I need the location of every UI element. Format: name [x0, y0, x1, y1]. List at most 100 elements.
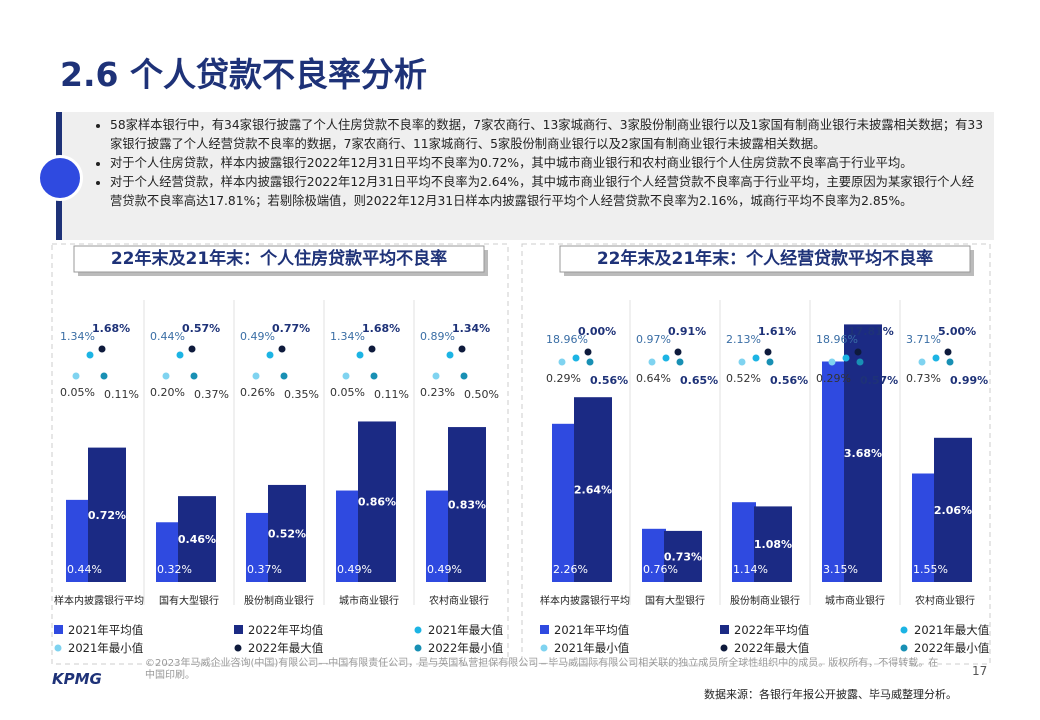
- bullet: 对于个人经营贷款，样本内披露银行2022年12月31日平均不良率为2.64%，其…: [110, 173, 986, 211]
- value-label: 0.72%: [88, 509, 126, 522]
- value-label: 0.35%: [284, 388, 319, 401]
- bar: [426, 490, 450, 582]
- dot: [252, 372, 260, 380]
- legend-swatch: [234, 644, 242, 652]
- chart-title-box: [73, 245, 485, 273]
- value-label: 0.52%: [268, 527, 306, 540]
- dot: [946, 358, 954, 366]
- value-label: 0.91%: [668, 325, 706, 338]
- value-label: 0.49%: [240, 330, 275, 343]
- value-label: 0.32%: [157, 563, 192, 576]
- bar: [732, 502, 756, 582]
- category-label: 城市商业银行: [825, 594, 885, 607]
- value-label: 0.99%: [950, 374, 988, 387]
- bar: [246, 512, 270, 582]
- value-label: 1.08%: [754, 538, 792, 551]
- value-label: 1.34%: [452, 322, 490, 335]
- bullet: 对于个人住房贷款，样本内披露银行2022年12月31日平均不良率为0.72%，其…: [110, 154, 986, 173]
- chart-title: 22年末及21年末：个人住房贷款平均不良率: [111, 248, 447, 269]
- dot: [446, 351, 454, 359]
- value-label: 0.11%: [374, 388, 409, 401]
- dot: [458, 345, 466, 353]
- legend-label: 2022年最大值: [248, 641, 324, 655]
- dot: [932, 354, 940, 362]
- legend-label: 2021年平均值: [554, 623, 630, 637]
- dot: [356, 351, 364, 359]
- value-label: 0.56%: [770, 374, 808, 387]
- bar: [156, 522, 180, 582]
- value-label: 1.34%: [60, 330, 95, 343]
- value-label: 3.15%: [823, 563, 858, 576]
- page-number: 17: [972, 664, 988, 678]
- chart-frame: [521, 243, 991, 665]
- dot: [162, 372, 170, 380]
- value-label: 0.64%: [636, 372, 671, 385]
- value-label: 18.96%: [816, 333, 858, 346]
- legend-swatch: [540, 644, 548, 652]
- bar: [358, 421, 396, 582]
- legend-swatch: [54, 625, 63, 634]
- value-label: 0.44%: [150, 330, 185, 343]
- category-label: 城市商业银行: [339, 594, 399, 607]
- value-label: 0.37%: [247, 563, 282, 576]
- dot: [842, 354, 850, 362]
- legend-label: 2021年最大值: [914, 623, 990, 637]
- legend-label: 2021年最小值: [68, 641, 144, 655]
- value-label: 0.52%: [726, 372, 761, 385]
- dot: [188, 345, 196, 353]
- value-label: 3.68%: [844, 447, 882, 460]
- bar: [754, 506, 792, 582]
- dot: [432, 372, 440, 380]
- value-label: 0.77%: [272, 322, 310, 335]
- value-label: 2.64%: [574, 484, 612, 497]
- chart-frame: [51, 243, 509, 665]
- category-label: 农村商业银行: [429, 594, 489, 607]
- bar: [642, 528, 666, 582]
- chart-title-box: [559, 245, 971, 273]
- bar: [934, 437, 972, 582]
- value-label: 0.20%: [150, 386, 185, 399]
- value-label: 17.81%: [848, 325, 894, 338]
- legend-label: 2022年平均值: [248, 623, 324, 637]
- value-label: 0.49%: [337, 563, 372, 576]
- value-label: 0.37%: [194, 388, 229, 401]
- value-label: 0.50%: [464, 388, 499, 401]
- value-label: 0.65%: [680, 374, 718, 387]
- dot: [176, 351, 184, 359]
- value-label: 0.57%: [860, 374, 898, 387]
- dot: [72, 372, 80, 380]
- legend-label: 2021年平均值: [68, 623, 144, 637]
- legend-label: 2022年最大值: [734, 641, 810, 655]
- slide-title: 2.6 个人贷款不良率分析: [60, 55, 427, 94]
- legend-swatch: [234, 625, 243, 634]
- legend-swatch: [900, 626, 908, 634]
- value-label: 0.83%: [448, 499, 486, 512]
- legend-swatch: [720, 644, 728, 652]
- summary-box: 58家样本银行中，有34家银行披露了个人住房贷款不良率的数据，7家农商行、13家…: [56, 112, 994, 240]
- dot: [648, 358, 656, 366]
- value-label: 0.05%: [330, 386, 365, 399]
- value-label: 0.46%: [178, 533, 216, 546]
- bar: [88, 447, 126, 582]
- dot: [662, 354, 670, 362]
- value-label: 0.29%: [816, 372, 851, 385]
- value-label: 5.00%: [938, 325, 976, 338]
- dot: [584, 348, 592, 356]
- dot: [856, 358, 864, 366]
- legend-swatch: [54, 644, 62, 652]
- legend-label: 2022年最小值: [428, 641, 504, 655]
- chart-title-shadow: [564, 250, 974, 276]
- dot: [766, 358, 774, 366]
- value-label: 0.97%: [636, 333, 671, 346]
- value-label: 1.68%: [92, 322, 130, 335]
- dot: [86, 351, 94, 359]
- value-label: 1.14%: [733, 563, 768, 576]
- legend-swatch: [720, 625, 729, 634]
- bar: [448, 427, 486, 582]
- bar: [66, 499, 90, 582]
- legend-label: 2022年平均值: [734, 623, 810, 637]
- legend-label: 2021年最小值: [554, 641, 630, 655]
- bar: [664, 530, 702, 582]
- value-label: 0.49%: [427, 563, 462, 576]
